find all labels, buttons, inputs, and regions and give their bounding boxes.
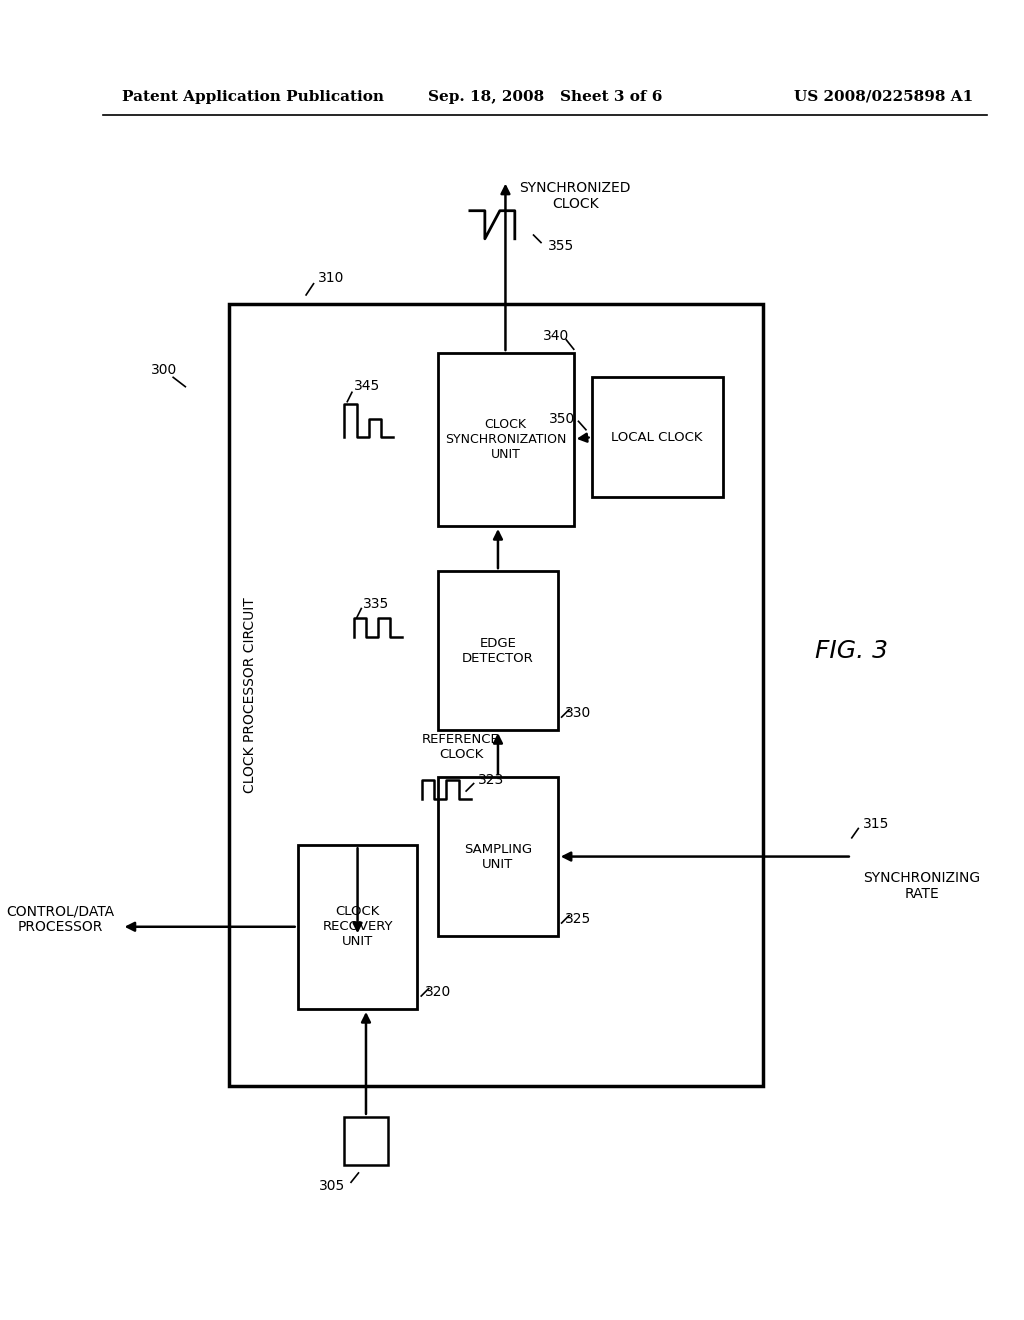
Text: LOCAL CLOCK: LOCAL CLOCK — [611, 430, 702, 444]
Bar — [438, 777, 558, 936]
Text: 350: 350 — [549, 412, 574, 425]
Text: Sep. 18, 2008   Sheet 3 of 6: Sep. 18, 2008 Sheet 3 of 6 — [428, 90, 662, 103]
Text: 305: 305 — [319, 1179, 345, 1193]
Text: SAMPLING
UNIT: SAMPLING UNIT — [464, 842, 532, 871]
Text: 300: 300 — [151, 363, 177, 376]
Text: CONTROL/DATA
PROCESSOR: CONTROL/DATA PROCESSOR — [6, 904, 115, 935]
Bar — [438, 572, 558, 730]
Text: 325: 325 — [565, 912, 592, 927]
Text: EDGE
DETECTOR: EDGE DETECTOR — [462, 636, 534, 665]
Bar — [592, 378, 723, 498]
Bar — [343, 1117, 388, 1166]
Text: US 2008/0225898 A1: US 2008/0225898 A1 — [795, 90, 974, 103]
Text: 315: 315 — [863, 817, 890, 830]
Bar — [229, 305, 763, 1086]
Text: SYNCHRONIZED
CLOCK: SYNCHRONIZED CLOCK — [519, 181, 631, 211]
Text: 323: 323 — [478, 772, 505, 787]
Bar — [298, 845, 418, 1008]
Text: 335: 335 — [364, 597, 389, 611]
Text: CLOCK
SYNCHRONIZATION
UNIT: CLOCK SYNCHRONIZATION UNIT — [444, 417, 566, 461]
Text: REFERENCE
CLOCK: REFERENCE CLOCK — [422, 733, 500, 762]
Text: SYNCHRONIZING
RATE: SYNCHRONIZING RATE — [863, 871, 980, 900]
Text: FIG. 3: FIG. 3 — [815, 639, 888, 663]
Text: 355: 355 — [548, 239, 573, 253]
Text: 330: 330 — [565, 706, 592, 721]
Text: 340: 340 — [543, 329, 569, 343]
Text: Patent Application Publication: Patent Application Publication — [122, 90, 384, 103]
Text: CLOCK PROCESSOR CIRCUIT: CLOCK PROCESSOR CIRCUIT — [243, 597, 257, 793]
Text: 310: 310 — [318, 271, 345, 285]
Text: CLOCK
RECOVERY
UNIT: CLOCK RECOVERY UNIT — [323, 906, 393, 948]
Text: 345: 345 — [354, 379, 380, 393]
Text: 320: 320 — [425, 985, 452, 999]
Bar — [438, 352, 573, 527]
